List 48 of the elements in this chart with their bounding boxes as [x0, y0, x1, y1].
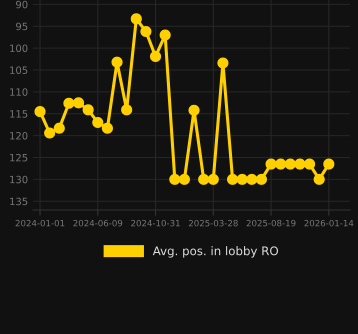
point: [217, 57, 228, 69]
y-tick-label: 105: [10, 66, 28, 74]
point: [227, 174, 238, 185]
point: [284, 158, 296, 170]
point: [314, 174, 325, 185]
point: [44, 127, 56, 139]
point: [92, 116, 104, 128]
point: [150, 50, 162, 62]
point: [140, 26, 152, 38]
point: [188, 104, 200, 116]
point: [198, 174, 210, 185]
y-tick-label: 130: [10, 176, 28, 184]
point: [266, 158, 277, 170]
x-tick-label: 2026-01-14: [304, 220, 354, 226]
x-tick-label: 2024-10-31: [131, 220, 180, 226]
point: [275, 158, 286, 170]
point: [121, 104, 132, 116]
y-tick-label: 115: [10, 110, 28, 118]
point: [111, 56, 123, 68]
point: [63, 98, 74, 109]
y-tick-label: 100: [10, 44, 28, 52]
y-tick-label: 95: [16, 22, 28, 30]
point: [256, 174, 267, 185]
point: [304, 158, 316, 170]
point: [34, 106, 46, 118]
point: [82, 104, 94, 116]
y-tick-label: 110: [10, 88, 28, 96]
point: [54, 122, 65, 134]
y-tick-label: 90: [16, 0, 28, 8]
point: [323, 158, 334, 170]
point: [72, 97, 84, 108]
point: [246, 174, 258, 185]
point: [294, 158, 306, 170]
point: [160, 29, 171, 41]
point: [169, 174, 180, 185]
point: [208, 174, 219, 185]
y-tick-label: 120: [10, 132, 28, 140]
point: [130, 13, 142, 24]
x-tick-label: 2024-01-01: [16, 220, 64, 226]
legend-label: Avg. pos. in lobby RO: [152, 246, 278, 258]
point: [178, 174, 190, 185]
x-tick-label: 2025-08-19: [246, 220, 296, 226]
y-tick-label: 135: [10, 198, 28, 206]
x-tick-label: 2025-03-28: [188, 220, 238, 226]
y-tick-label: 125: [10, 154, 28, 162]
point: [102, 122, 113, 134]
point: [236, 174, 248, 185]
x-tick-label: 2024-06-09: [73, 220, 122, 226]
